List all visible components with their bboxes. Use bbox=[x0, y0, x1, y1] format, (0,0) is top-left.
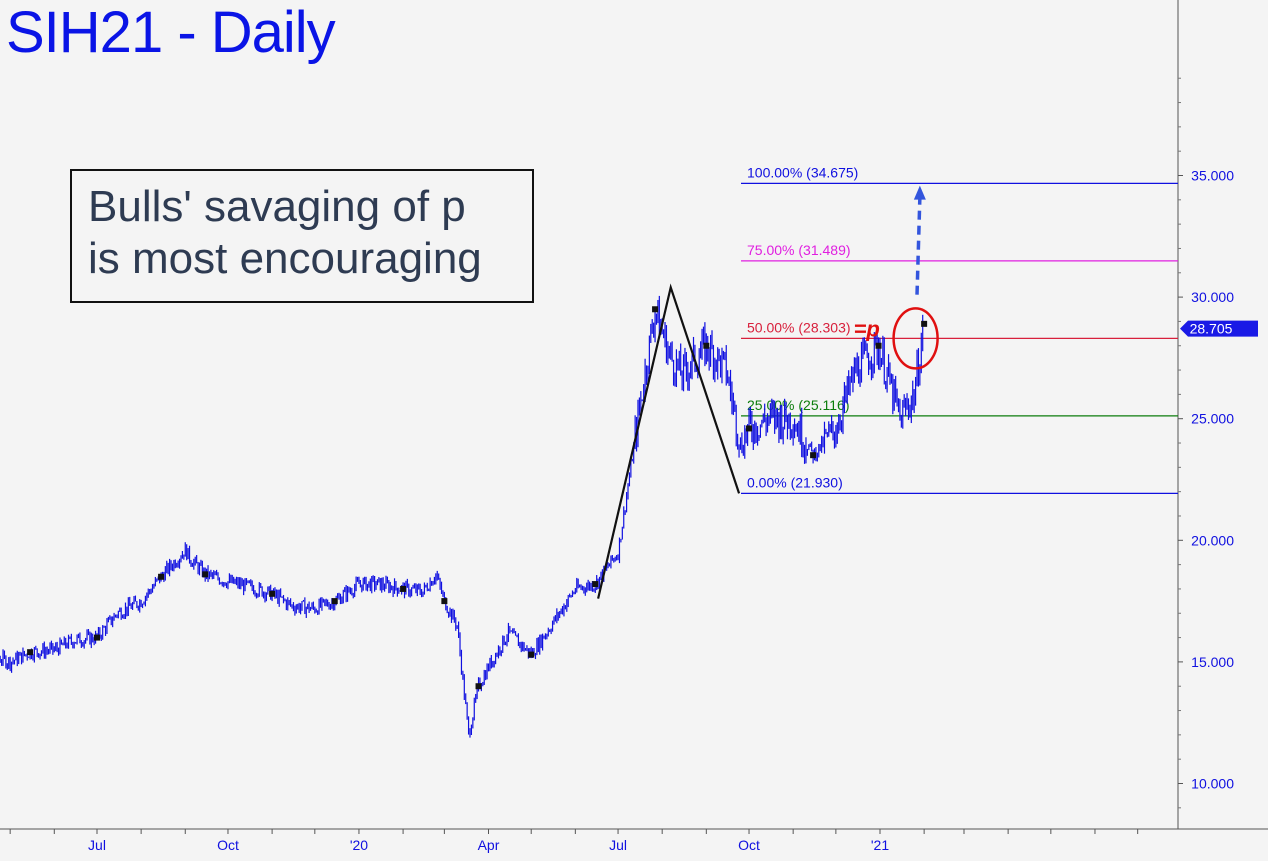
y-tick-label: 30.000 bbox=[1191, 289, 1234, 305]
last-price-tag bbox=[1180, 320, 1258, 337]
y-tick-label: 15.000 bbox=[1191, 654, 1234, 670]
y-tick-label: 20.000 bbox=[1191, 532, 1234, 548]
fib-level-label: 50.00% (28.303) bbox=[747, 319, 851, 335]
x-tick-label: Jul bbox=[88, 837, 106, 853]
month-marker bbox=[27, 649, 34, 656]
price-bars bbox=[0, 295, 924, 738]
annotation-line-1: Bulls' savaging of p bbox=[88, 182, 466, 231]
target-arrow-head bbox=[913, 185, 926, 200]
y-tick-label: 25.000 bbox=[1191, 411, 1234, 427]
fib-level-label: 75.00% (31.489) bbox=[747, 242, 851, 258]
abc-pattern-line bbox=[597, 283, 741, 599]
month-marker bbox=[528, 651, 535, 658]
month-marker bbox=[441, 598, 448, 605]
p-circle bbox=[892, 307, 939, 370]
x-tick-label: '21 bbox=[871, 837, 889, 853]
month-marker bbox=[269, 590, 276, 597]
month-marker bbox=[475, 683, 482, 690]
month-marker bbox=[810, 452, 817, 459]
month-marker bbox=[331, 598, 338, 605]
x-tick-label: Oct bbox=[738, 837, 760, 853]
annotation-box: Bulls' savaging of p is most encouraging bbox=[70, 169, 534, 303]
month-marker bbox=[94, 634, 100, 641]
month-marker bbox=[921, 320, 928, 327]
month-marker bbox=[400, 585, 407, 592]
month-marker bbox=[746, 425, 753, 432]
fib-level-label: 100.00% (34.675) bbox=[747, 164, 858, 180]
month-marker bbox=[703, 342, 710, 349]
annotation-line-2: is most encouraging bbox=[88, 234, 482, 283]
month-marker bbox=[875, 342, 882, 349]
x-tick-label: '20 bbox=[350, 837, 368, 853]
month-marker bbox=[592, 581, 599, 588]
x-tick-label: Oct bbox=[217, 837, 239, 853]
target-arrow-shaft bbox=[915, 197, 922, 295]
month-marker bbox=[202, 571, 209, 578]
last-price-label: 28.705 bbox=[1190, 321, 1233, 337]
chart-title: SIH21 - Daily bbox=[6, 0, 336, 65]
fib-level-label: 0.00% (21.930) bbox=[747, 474, 843, 490]
x-tick-label: Jul bbox=[609, 837, 627, 853]
y-tick-label: 35.000 bbox=[1191, 168, 1234, 184]
y-tick-label: 10.000 bbox=[1191, 776, 1234, 792]
fib-level-label: 25.00% (25.116) bbox=[747, 397, 849, 413]
month-marker bbox=[158, 573, 165, 580]
x-tick-label: Apr bbox=[478, 837, 500, 853]
month-marker bbox=[652, 306, 659, 313]
p-marker-label: =p bbox=[854, 316, 880, 341]
